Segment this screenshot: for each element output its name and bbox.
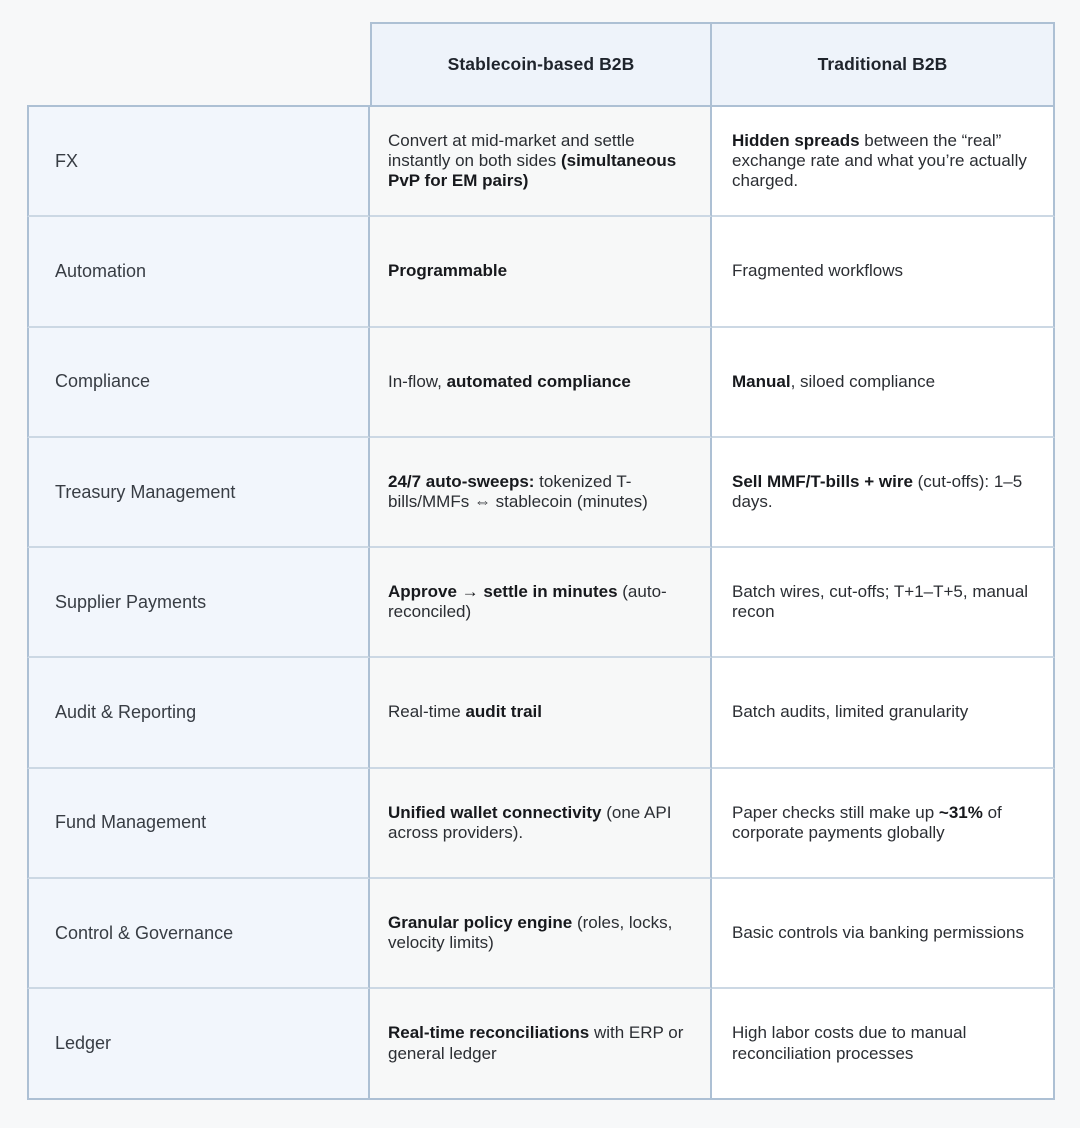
traditional-cell: Fragmented workflows [712, 217, 1055, 328]
cell-text: Hidden spreads between the “real” exchan… [732, 131, 1039, 192]
stablecoin-cell: Granular policy engine (roles, locks, ve… [370, 879, 712, 990]
row-label: Treasury Management [27, 437, 370, 549]
header-spacer-cell [27, 22, 370, 107]
text-segment: Manual [732, 371, 791, 391]
text-segment: automated compliance [446, 371, 631, 391]
traditional-cell: Sell MMF/T-bills + wire (cut-offs): 1–5 … [712, 437, 1055, 549]
text-segment: ~31% [938, 802, 983, 822]
cell-text: Real-time audit trail [388, 702, 542, 722]
text-segment: Convert at mid-market and settle instant… [388, 130, 635, 170]
comparison-table: Stablecoin-based B2B Traditional B2B FX C… [27, 22, 1055, 1100]
row-label: Automation [27, 217, 370, 328]
text-segment: Hidden spreads [732, 130, 860, 150]
stablecoin-cell: Approve → settle in minutes (auto-reconc… [370, 548, 712, 659]
text-segment: Approve → settle in minutes [388, 581, 618, 601]
text-segment: audit trail [465, 702, 542, 722]
row-label: Supplier Payments [27, 548, 370, 659]
cell-text: Paper checks still make up ~31% of corpo… [732, 803, 1039, 844]
text-segment: tokenized T-bills/MMFs ⇔ stablecoin (min… [388, 471, 648, 512]
stablecoin-cell: In-flow, automated compliance [370, 327, 712, 438]
text-segment: (roles, locks, velocity limits) [388, 912, 673, 953]
traditional-cell: Batch wires, cut-offs; T+1–T+5, manual r… [712, 548, 1055, 659]
row-label: Audit & Reporting [27, 658, 370, 769]
cell-text: Batch wires, cut-offs; T+1–T+5, manual r… [732, 582, 1039, 623]
text-segment: Granular policy engine [388, 912, 573, 932]
cell-text: Fragmented workflows [732, 261, 903, 281]
text-segment: Batch audits, limited granularity [732, 702, 969, 722]
cell-text: Unified wallet connectivity (one API acr… [388, 803, 694, 844]
text-segment: Unified wallet connectivity [388, 802, 602, 822]
row-label: FX [27, 107, 370, 218]
stablecoin-cell: Real-time audit trail [370, 658, 712, 769]
text-segment: 24/7 auto-sweeps: [388, 471, 535, 491]
cell-text: High labor costs due to manual reconcili… [732, 1023, 1039, 1064]
stablecoin-cell: Programmable [370, 217, 712, 328]
text-segment: (one API across providers). [388, 802, 672, 842]
cell-text: Basic controls via banking permissions [732, 923, 1024, 943]
text-segment: Paper checks still make up [732, 802, 939, 822]
text-segment: High labor costs due to manual reconcili… [732, 1023, 967, 1063]
cell-text: Sell MMF/T-bills + wire (cut-offs): 1–5 … [732, 472, 1039, 513]
stablecoin-cell: Unified wallet connectivity (one API acr… [370, 768, 712, 880]
text-segment: (auto-reconciled) [388, 581, 667, 622]
cell-text: In-flow, automated compliance [388, 372, 631, 392]
text-segment: (cut-offs): 1–5 days. [732, 471, 1023, 512]
text-segment: , siloed compliance [790, 371, 936, 391]
cell-text: Manual, siloed compliance [732, 372, 935, 392]
cell-text: Granular policy engine (roles, locks, ve… [388, 913, 694, 954]
row-label: Control & Governance [27, 879, 370, 990]
text-segment: of corporate payments globally [732, 802, 1002, 842]
cell-text: Batch audits, limited granularity [732, 702, 968, 722]
text-segment: Real-time reconciliations [388, 1023, 590, 1043]
text-segment: between the “real” exchange rate and wha… [732, 130, 1027, 191]
traditional-cell: Hidden spreads between the “real” exchan… [712, 107, 1055, 218]
stablecoin-cell: Real-time reconciliations with ERP or ge… [370, 989, 712, 1100]
cell-text: Approve → settle in minutes (auto-reconc… [388, 582, 694, 623]
traditional-cell: Batch audits, limited granularity [712, 658, 1055, 769]
traditional-cell: Basic controls via banking permissions [712, 879, 1055, 990]
row-label: Compliance [27, 327, 370, 438]
traditional-cell: Paper checks still make up ~31% of corpo… [712, 768, 1055, 880]
cell-text: Convert at mid-market and settle instant… [388, 131, 694, 192]
text-segment: Sell MMF/T-bills + wire [732, 471, 913, 491]
text-segment: In-flow, [388, 371, 447, 391]
cell-text: Real-time reconciliations with ERP or ge… [388, 1023, 694, 1064]
text-segment: (simultaneous PvP for EM pairs) [388, 150, 677, 191]
row-label: Ledger [27, 989, 370, 1100]
cell-text: Programmable [388, 261, 507, 281]
text-segment: with ERP or general ledger [388, 1023, 684, 1063]
traditional-cell: Manual, siloed compliance [712, 327, 1055, 438]
traditional-cell: High labor costs due to manual reconcili… [712, 989, 1055, 1100]
column-header-stablecoin: Stablecoin-based B2B [370, 22, 712, 107]
cell-text: 24/7 auto-sweeps: tokenized T-bills/MMFs… [388, 472, 694, 513]
stablecoin-cell: 24/7 auto-sweeps: tokenized T-bills/MMFs… [370, 437, 712, 549]
text-segment: Batch wires, cut-offs; T+1–T+5, manual r… [732, 581, 1029, 622]
text-segment: Real-time [388, 702, 466, 722]
text-segment: Basic controls via banking permissions [732, 923, 1024, 943]
column-header-traditional: Traditional B2B [712, 22, 1055, 107]
row-label: Fund Management [27, 768, 370, 880]
stablecoin-cell: Convert at mid-market and settle instant… [370, 107, 712, 218]
text-segment: Programmable [388, 261, 508, 281]
text-segment: Fragmented workflows [732, 261, 904, 281]
